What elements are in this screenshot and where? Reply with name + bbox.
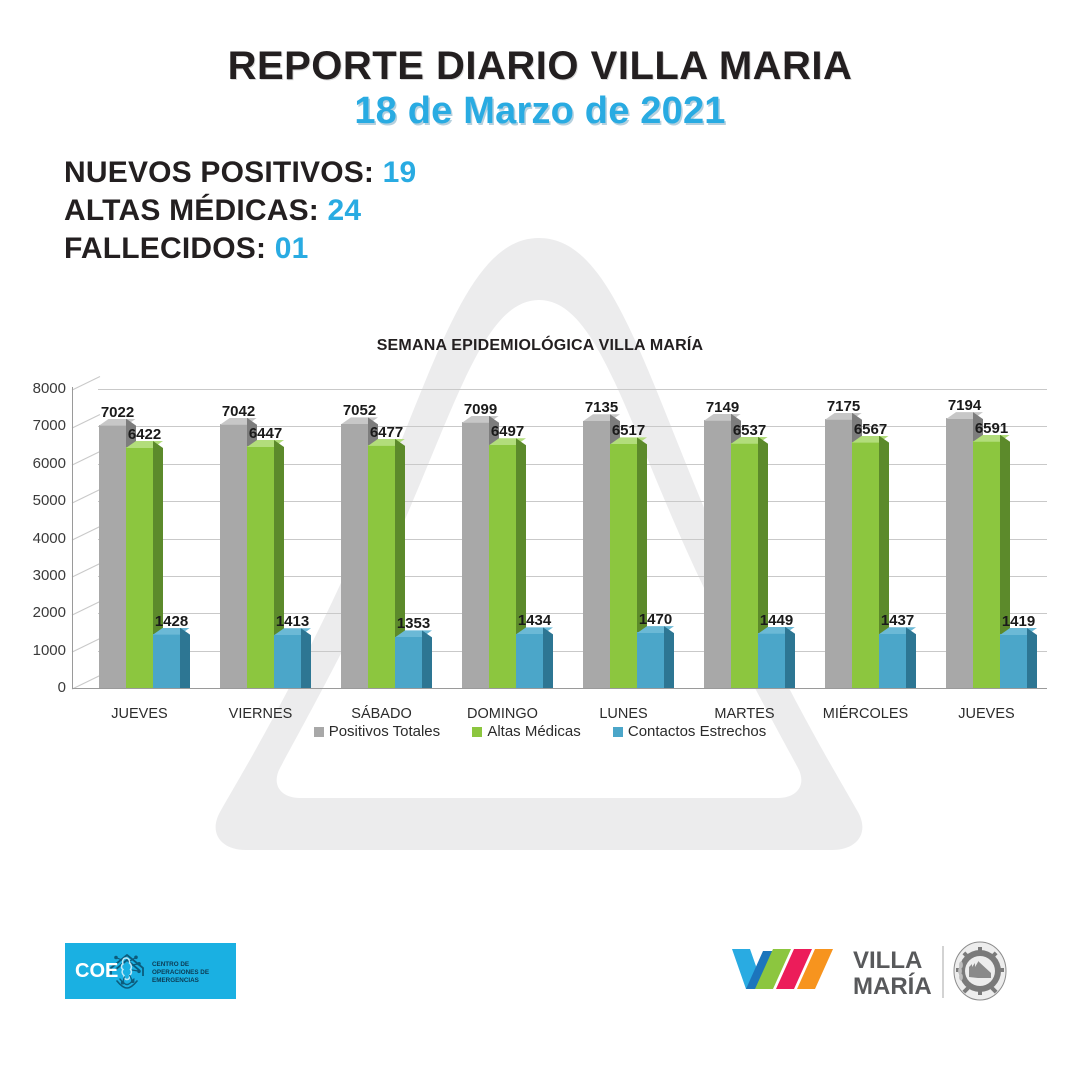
svg-text:MARÍA: MARÍA: [853, 972, 932, 1000]
svg-text:COE: COE: [75, 960, 118, 982]
svg-text:EMERGENCIAS: EMERGENCIAS: [152, 977, 199, 984]
svg-text:OPERACIONES DE: OPERACIONES DE: [152, 969, 209, 976]
svg-text:CENTRO DE: CENTRO DE: [152, 961, 189, 968]
svg-text:VILLA: VILLA: [853, 947, 922, 974]
